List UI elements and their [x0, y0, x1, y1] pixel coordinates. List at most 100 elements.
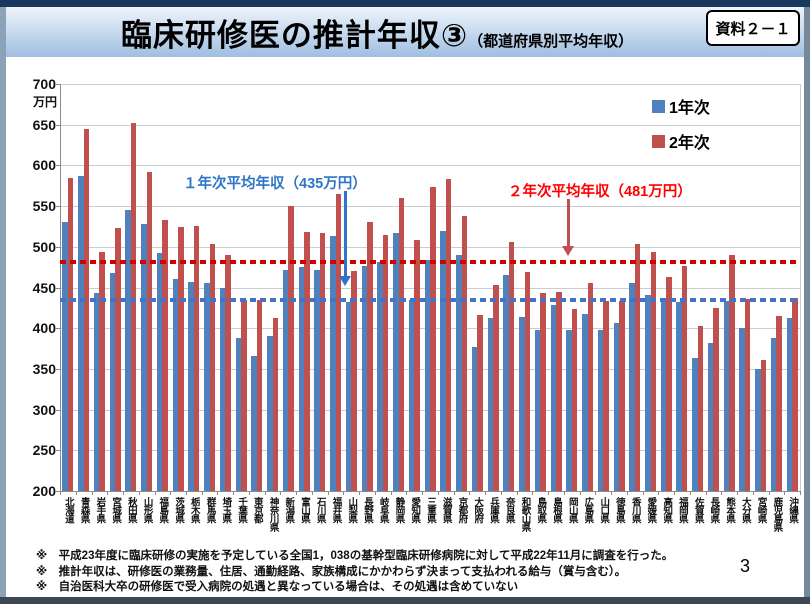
legend-item-year2: 2年次	[652, 130, 710, 152]
bar-2年次-福岡県	[681, 265, 688, 491]
x-axis-label-北海道: 北海道	[62, 497, 74, 523]
bar-2年次-徳島県	[619, 300, 625, 491]
bar-1年次-栃木県	[188, 281, 194, 491]
bar-1年次-大分県	[739, 328, 745, 491]
page-title: 臨床研修医の推計年収③	[120, 17, 469, 53]
x-axis-tick	[658, 491, 660, 495]
bar-1年次-岡山県	[566, 329, 572, 491]
bar-2年次-福島県	[162, 219, 168, 491]
bar-2年次-富山県	[304, 232, 310, 491]
average-line-1年次	[60, 297, 800, 302]
y-axis-label: 700	[32, 76, 56, 92]
bar-1年次-京都府	[456, 254, 462, 491]
x-axis-tick	[217, 491, 219, 495]
x-axis-tick	[500, 491, 502, 495]
x-axis-tick	[390, 491, 392, 495]
x-axis-label-愛知県: 愛知県	[409, 497, 421, 523]
frame-bottom-edge	[0, 597, 810, 604]
x-axis-label-広島県: 広島県	[582, 497, 594, 523]
bar-2年次-沖縄県	[792, 298, 798, 491]
x-axis-label-大分県: 大分県	[739, 497, 751, 523]
header-band: 臨床研修医の推計年収③ （都道府県別平均年収）	[6, 7, 804, 59]
bar-2年次-滋賀県	[445, 179, 452, 491]
x-axis-label-滋賀県: 滋賀県	[440, 497, 452, 523]
bar-2年次-奈良県	[508, 241, 515, 491]
bar-2年次-和歌山県	[524, 272, 530, 491]
x-axis-tick	[123, 491, 124, 495]
x-axis-label-熊本県: 熊本県	[724, 497, 736, 523]
y-axis-label: 600	[32, 157, 56, 174]
footnotes: ※ 平成23年度に臨床研修の実施を予定している全国1，038の基幹型臨床研修病院…	[36, 549, 746, 596]
x-axis-tick	[485, 491, 487, 495]
x-axis-tick	[532, 491, 534, 495]
bar-1年次-和歌山県	[519, 316, 525, 491]
x-axis-tick	[138, 491, 140, 495]
y-axis-tick	[56, 328, 60, 330]
bar-2年次-北海道	[67, 177, 74, 491]
gridline-650	[60, 124, 800, 126]
bar-2年次-山口県	[603, 300, 609, 491]
y-axis-label: 400	[32, 320, 56, 337]
bar-2年次-鳥取県	[540, 293, 546, 491]
x-axis-label-大阪府: 大阪府	[472, 497, 484, 523]
bar-1年次-静岡県	[393, 233, 399, 491]
x-axis-tick	[752, 491, 754, 495]
x-axis-tick	[280, 491, 282, 495]
x-axis-tick	[437, 491, 439, 495]
annotation-year2-average: ２年次平均年収（481万円）	[508, 184, 692, 200]
bar-2年次-大阪府	[477, 315, 483, 491]
y-axis-tick	[56, 368, 60, 370]
x-axis-label-三重県: 三重県	[425, 497, 436, 523]
bar-2年次-岐阜県	[382, 234, 389, 491]
bar-1年次-佐賀県	[692, 357, 698, 491]
bar-2年次-埼玉県	[225, 254, 231, 491]
x-axis-tick	[469, 491, 471, 495]
bar-1年次-長崎県	[707, 342, 714, 491]
bar-1年次-群馬県	[204, 283, 210, 491]
bar-1年次-徳島県	[613, 322, 619, 491]
year1-average-arrow	[344, 191, 347, 276]
y-axis-unit-label: 万円	[33, 95, 58, 109]
x-axis-label-鳥取県: 鳥取県	[535, 497, 547, 523]
legend-label-year1: 1年次	[669, 100, 710, 117]
x-axis-label-宮城県: 宮城県	[110, 497, 122, 523]
bar-2年次-愛知県	[414, 239, 420, 491]
bar-1年次-宮城県	[109, 272, 116, 491]
bar-2年次-島根県	[556, 291, 562, 491]
x-axis-label-鹿児島県: 鹿児島県	[771, 497, 783, 531]
bar-1年次-高知県	[660, 302, 667, 491]
chart-legend: 1年次 2年次	[652, 95, 710, 165]
bar-1年次-鳥取県	[534, 329, 541, 491]
y-axis-label: 500	[32, 238, 56, 255]
y-axis-tick	[56, 84, 60, 85]
y-axis-tick	[56, 124, 60, 126]
bar-1年次-山口県	[597, 329, 604, 491]
x-axis-tick	[154, 491, 156, 495]
bar-1年次-新潟県	[282, 270, 289, 491]
x-axis-tick	[406, 491, 408, 495]
bar-1年次-秋田県	[125, 210, 131, 491]
x-axis-label-岡山県: 岡山県	[566, 497, 578, 523]
y-axis-label: 550	[32, 198, 56, 215]
x-axis-label-神奈川県: 神奈川県	[267, 497, 279, 531]
bar-1年次-香川県	[629, 282, 635, 491]
x-axis-label-兵庫県: 兵庫県	[488, 497, 499, 523]
x-axis-tick	[626, 491, 628, 495]
x-axis-tick	[784, 491, 786, 495]
x-axis-label-千葉県: 千葉県	[236, 497, 248, 523]
x-axis-label-佐賀県: 佐賀県	[692, 497, 704, 523]
bar-2年次-東京都	[256, 299, 263, 491]
bar-2年次-福井県	[335, 193, 342, 491]
y-axis-tick	[56, 409, 60, 411]
x-axis-tick	[768, 491, 770, 495]
bar-2年次-長野県	[367, 221, 373, 491]
x-axis-label-福岡県: 福岡県	[676, 497, 688, 523]
bar-2年次-山形県	[146, 171, 153, 491]
bar-1年次-青森県	[78, 176, 84, 491]
y-axis-label: 450	[32, 279, 56, 296]
x-axis-tick	[595, 491, 597, 495]
bar-2年次-宮崎県	[760, 359, 767, 491]
bar-1年次-福岡県	[676, 302, 682, 491]
bar-2年次-兵庫県	[493, 285, 499, 491]
